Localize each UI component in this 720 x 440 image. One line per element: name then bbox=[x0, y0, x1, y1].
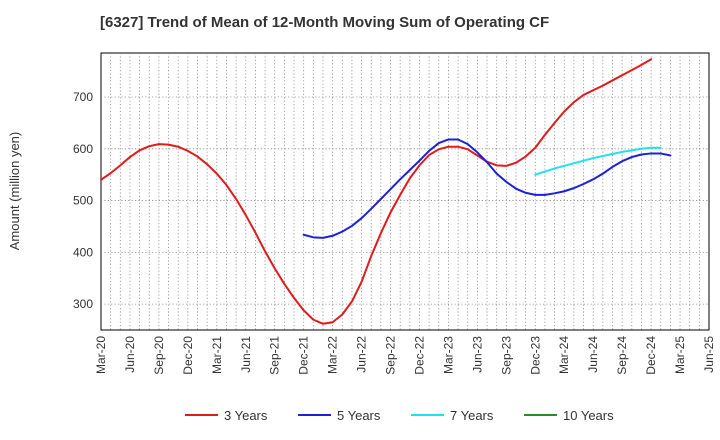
legend-label: 5 Years bbox=[337, 408, 381, 423]
x-tick-label: Jun-20 bbox=[123, 336, 137, 373]
x-tick-label: Mar-22 bbox=[326, 336, 340, 374]
y-tick-labels: 300 400 500 600 700 bbox=[73, 90, 93, 311]
y-axis-label: Amount (million yen) bbox=[7, 132, 22, 251]
x-tick-label: Mar-23 bbox=[441, 336, 455, 374]
y-tick-label: 500 bbox=[73, 194, 93, 208]
y-tick-label: 700 bbox=[73, 90, 93, 104]
series-line-5-years bbox=[302, 138, 672, 239]
x-tick-label: Dec-23 bbox=[528, 336, 542, 375]
plot-area bbox=[100, 52, 710, 331]
x-tick-label: Dec-21 bbox=[297, 336, 311, 375]
x-tick-label: Sep-20 bbox=[152, 336, 166, 375]
x-tick-label: Jun-25 bbox=[702, 336, 716, 373]
x-tick-label: Sep-24 bbox=[615, 336, 629, 375]
x-tick-label: Mar-21 bbox=[210, 336, 224, 374]
series-lines bbox=[100, 58, 672, 325]
series-line-3-years bbox=[100, 58, 653, 325]
x-tick-label: Dec-22 bbox=[412, 336, 426, 375]
legend-label: 10 Years bbox=[563, 408, 614, 423]
x-tick-label: Dec-24 bbox=[644, 336, 658, 375]
x-tick-label: Dec-20 bbox=[181, 336, 195, 375]
x-tick-label: Sep-22 bbox=[384, 336, 398, 375]
grid bbox=[101, 53, 709, 330]
x-tick-label: Mar-25 bbox=[673, 336, 687, 374]
series-line-7-years bbox=[534, 146, 662, 176]
y-tick-label: 600 bbox=[73, 142, 93, 156]
x-tick-label: Mar-24 bbox=[557, 336, 571, 374]
x-tick-label: Mar-20 bbox=[94, 336, 108, 374]
x-tick-label: Jun-22 bbox=[355, 336, 369, 373]
legend-label: 7 Years bbox=[450, 408, 494, 423]
y-tick-label: 400 bbox=[73, 245, 93, 259]
x-tick-label: Jun-23 bbox=[470, 336, 484, 373]
x-tick-labels: Mar-20 Jun-20 Sep-20 Dec-20 Mar-21 Jun-21 Sep-… bbox=[94, 336, 716, 375]
chart-title: [6327] Trend of Mean of 12-Month Moving … bbox=[100, 14, 550, 31]
legend: 3 Years 5 Years 7 Years 10 Years bbox=[185, 408, 614, 423]
y-tick-label: 300 bbox=[73, 297, 93, 311]
x-tick-label: Jun-24 bbox=[586, 336, 600, 373]
x-tick-label: Jun-21 bbox=[239, 336, 253, 373]
x-tick-label: Sep-21 bbox=[268, 336, 282, 375]
legend-label: 3 Years bbox=[224, 408, 268, 423]
x-tick-label: Sep-23 bbox=[499, 336, 513, 375]
